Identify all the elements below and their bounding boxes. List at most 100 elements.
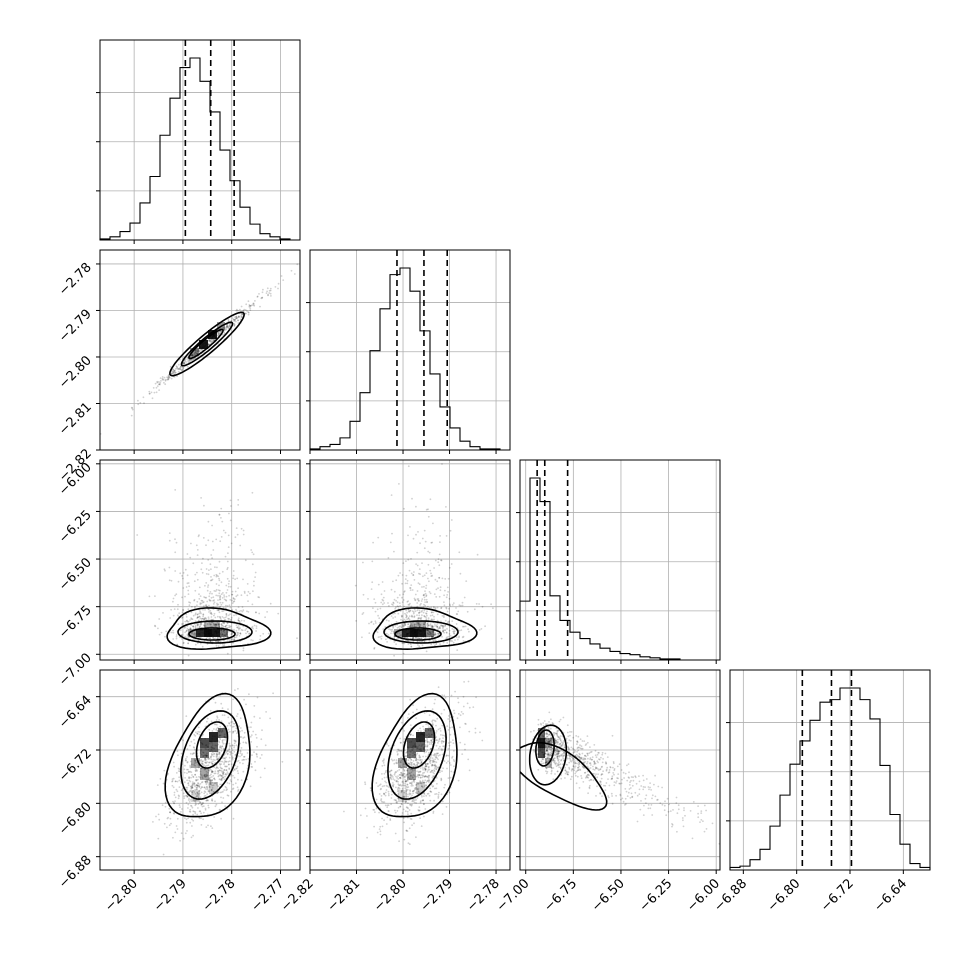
scatter-point: [437, 754, 440, 757]
scatter-point: [551, 747, 554, 749]
scatter-point: [399, 741, 402, 744]
scatter-point: [430, 626, 433, 629]
scatter-point: [222, 327, 225, 330]
scatter-point: [233, 750, 236, 753]
scatter-point: [416, 640, 419, 643]
scatter-point: [417, 644, 419, 646]
scatter-point: [570, 769, 573, 772]
density-cell: [212, 629, 220, 637]
scatter-point: [172, 836, 174, 839]
scatter-point: [561, 744, 564, 746]
scatter-point: [209, 776, 212, 779]
scatter-point: [256, 696, 259, 699]
scatter-point: [172, 812, 175, 815]
scatter-point: [210, 720, 213, 723]
scatter-point: [157, 627, 159, 630]
contour-line: [387, 710, 447, 800]
scatter-point: [174, 489, 177, 491]
scatter-point: [208, 623, 211, 625]
scatter-point: [586, 735, 589, 737]
scatter-point: [200, 623, 203, 626]
scatter-point: [405, 780, 407, 782]
scatter-point: [438, 627, 440, 630]
scatter-point: [408, 762, 410, 765]
scatter-point: [361, 636, 363, 639]
scatter-point: [194, 620, 197, 622]
scatter-point: [426, 776, 429, 778]
scatter-point: [559, 766, 562, 769]
scatter-point: [399, 749, 401, 752]
scatter-point: [210, 754, 213, 756]
scatter-point: [443, 708, 446, 711]
scatter-point: [223, 769, 226, 771]
scatter-point: [383, 764, 386, 767]
scatter-point: [552, 759, 555, 761]
scatter-point: [156, 380, 159, 383]
scatter-point: [239, 632, 242, 635]
scatter-point: [182, 609, 185, 611]
scatter-point: [453, 765, 455, 768]
scatter-point: [383, 793, 386, 796]
scatter-point: [189, 627, 192, 630]
scatter-point: [234, 730, 237, 732]
scatter-point: [228, 617, 231, 620]
scatter-point: [434, 625, 436, 627]
scatter-point: [420, 730, 422, 733]
scatter-point: [232, 600, 235, 603]
scatter-point: [161, 376, 164, 378]
scatter-point: [433, 760, 436, 763]
scatter-point: [233, 614, 235, 617]
scatter-point: [236, 316, 238, 319]
scatter-point: [540, 723, 543, 726]
scatter-point: [192, 633, 195, 636]
scatter-point: [280, 275, 283, 277]
scatter-point: [416, 614, 418, 617]
scatter-point: [389, 774, 392, 777]
scatter-point: [442, 737, 444, 739]
scatter-point: [181, 634, 184, 636]
scatter-point: [381, 598, 384, 601]
scatter-point: [232, 597, 235, 600]
scatter-point: [396, 753, 399, 755]
scatter-point: [669, 810, 672, 812]
scatter-point: [193, 791, 196, 793]
scatter-point: [234, 316, 236, 319]
scatter-point: [384, 791, 387, 794]
scatter-point: [197, 782, 200, 785]
scatter-point: [455, 613, 458, 615]
scatter-point: [190, 354, 193, 357]
scatter-point: [183, 797, 186, 799]
scatter-point: [402, 625, 404, 628]
scatter-point: [168, 824, 171, 827]
scatter-point: [557, 750, 560, 753]
scatter-point: [169, 811, 172, 814]
scatter-point: [247, 311, 250, 314]
scatter-point: [216, 602, 218, 605]
scatter-point: [195, 349, 197, 352]
scatter-point: [412, 636, 414, 639]
scatter-point: [169, 617, 172, 619]
scatter-point: [253, 624, 256, 627]
scatter-point: [407, 534, 409, 537]
scatter-point: [432, 606, 435, 608]
scatter-point: [197, 726, 200, 729]
scatter-point: [432, 522, 434, 525]
scatter-point: [215, 623, 218, 626]
scatter-point: [239, 727, 242, 729]
scatter-point: [434, 766, 437, 768]
scatter-point: [618, 782, 621, 785]
scatter-point: [439, 727, 441, 730]
scatter-point: [586, 754, 589, 757]
scatter-point: [439, 541, 441, 543]
scatter-point: [194, 811, 197, 813]
scatter-point: [448, 607, 450, 610]
scatter-point: [200, 791, 203, 794]
scatter-point: [384, 794, 387, 797]
scatter-point: [437, 752, 440, 755]
scatter-point: [478, 629, 481, 631]
scatter-point: [406, 601, 409, 603]
scatter-point: [227, 614, 230, 617]
scatter-point: [250, 734, 253, 736]
scatter-point: [203, 625, 206, 627]
scatter-point: [185, 586, 188, 588]
